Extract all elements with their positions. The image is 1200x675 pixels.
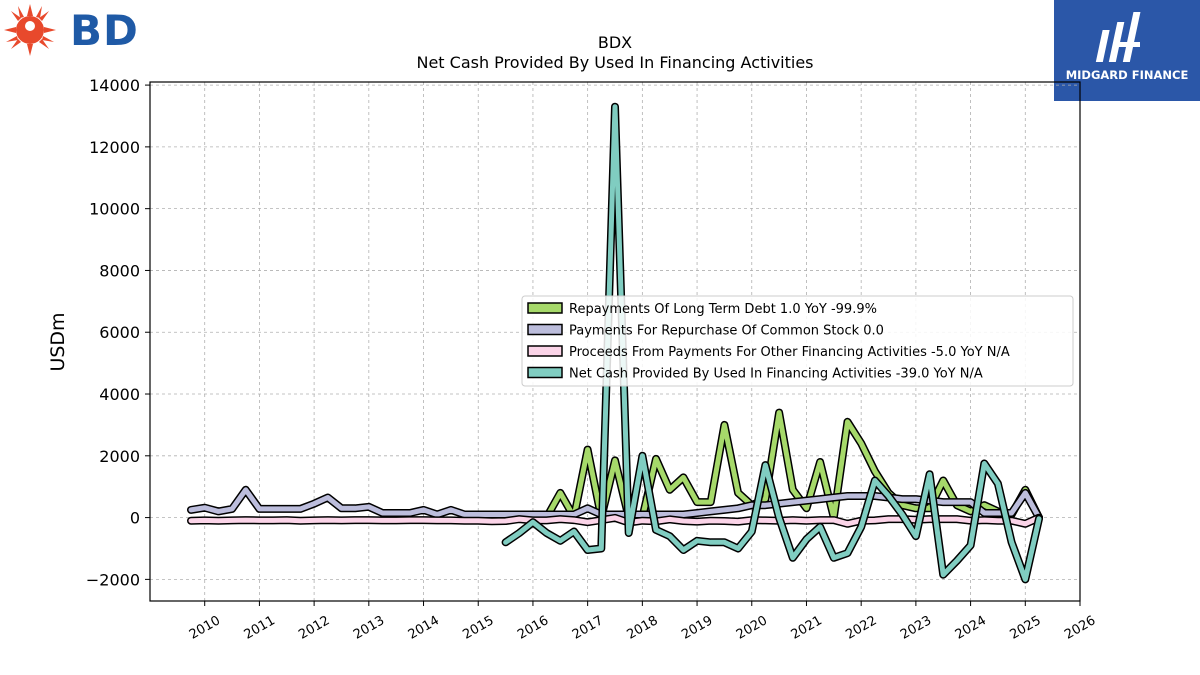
legend-swatch-3 bbox=[527, 366, 563, 379]
y-tick-label: 10000 bbox=[89, 200, 140, 219]
y-tick-label: 0 bbox=[130, 509, 140, 528]
legend-label-2: Proceeds From Payments For Other Financi… bbox=[569, 345, 1010, 360]
legend-label-3: Net Cash Provided By Used In Financing A… bbox=[569, 367, 983, 382]
legend-label-1: Payments For Repurchase Of Common Stock … bbox=[569, 324, 884, 339]
legend-label-0: Repayments Of Long Term Debt 1.0 YoY -99… bbox=[569, 302, 877, 317]
plot-frame bbox=[149, 81, 1081, 602]
x-tick-label: 2023 bbox=[898, 613, 934, 643]
y-tick-label: 12000 bbox=[89, 138, 140, 157]
y-tick-label: 2000 bbox=[99, 447, 140, 466]
x-tick-label: 2016 bbox=[515, 613, 551, 643]
x-tick-label: 2026 bbox=[1062, 613, 1098, 643]
x-tick-label: 2019 bbox=[679, 613, 715, 643]
x-tick-label: 2010 bbox=[187, 613, 223, 643]
midgard-emblem-icon bbox=[1095, 12, 1141, 62]
x-tick-label: 2014 bbox=[406, 613, 442, 643]
bd-logo: BD bbox=[4, 4, 144, 56]
series-line-2 bbox=[188, 515, 1042, 527]
y-tick-label: 4000 bbox=[99, 385, 140, 404]
x-tick-label: 2025 bbox=[1007, 613, 1043, 643]
y-tick-label: −2000 bbox=[86, 570, 140, 589]
y-axis-label: USDm bbox=[47, 312, 69, 371]
series-layer bbox=[187, 102, 1043, 584]
x-tick-label: 2020 bbox=[734, 613, 770, 643]
x-tick-label: 2012 bbox=[296, 613, 332, 643]
legend-swatch-1 bbox=[527, 323, 563, 336]
chart-title: BDX bbox=[597, 33, 633, 52]
x-tick-label: 2015 bbox=[460, 613, 496, 643]
legend-swatch-0 bbox=[527, 302, 563, 314]
x-tick-label: 2024 bbox=[953, 613, 989, 643]
legend-swatch-2 bbox=[527, 345, 563, 357]
midgard-logo-text: MIDGARD FINANCE bbox=[1065, 68, 1189, 82]
y-tick-label: 14000 bbox=[89, 76, 140, 95]
x-tick-label: 2011 bbox=[242, 613, 278, 643]
x-tick-label: 2018 bbox=[625, 613, 661, 643]
chart-subtitle: Net Cash Provided By Used In Financing A… bbox=[416, 53, 814, 72]
legend-box bbox=[521, 295, 1074, 387]
bd-logo-text: BD bbox=[70, 6, 139, 55]
x-tick-label: 2013 bbox=[351, 613, 387, 643]
x-tick-label: 2021 bbox=[789, 613, 825, 643]
x-tick-label: 2022 bbox=[843, 613, 879, 643]
y-tick-label: 8000 bbox=[99, 261, 140, 280]
bd-sunburst-icon bbox=[4, 4, 56, 56]
x-tick-label: 2017 bbox=[570, 613, 606, 643]
series-line-3 bbox=[503, 104, 1042, 582]
y-tick-label: 6000 bbox=[99, 323, 140, 342]
midgard-finance-logo: MIDGARD FINANCE bbox=[1054, 0, 1200, 101]
legend: Repayments Of Long Term Debt 1.0 YoY -99… bbox=[521, 295, 1074, 387]
